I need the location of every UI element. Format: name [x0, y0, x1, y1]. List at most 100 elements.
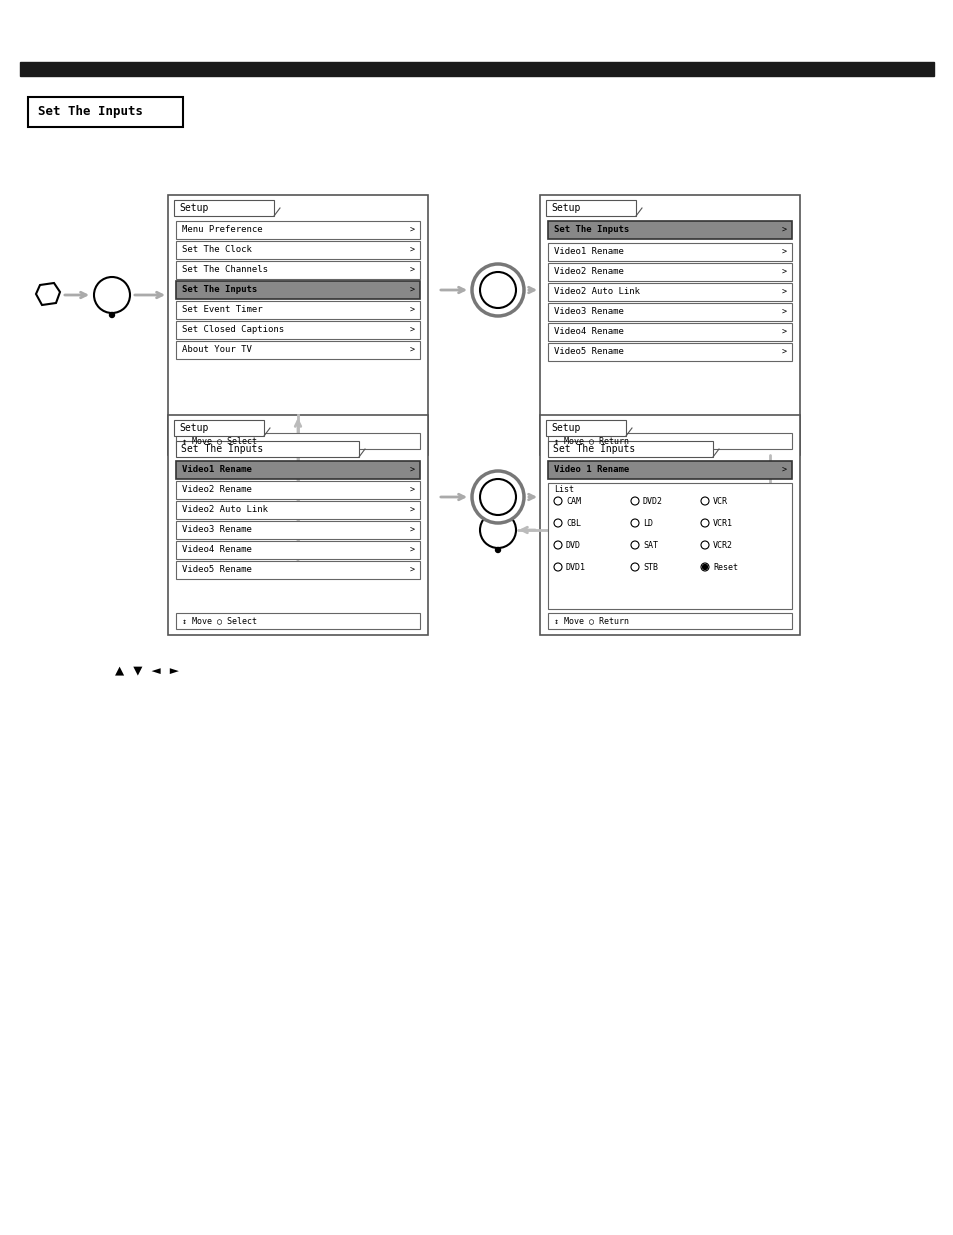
Text: Set The Inputs: Set The Inputs: [181, 445, 263, 454]
Circle shape: [630, 519, 639, 527]
Circle shape: [495, 547, 500, 552]
Circle shape: [700, 541, 708, 550]
Bar: [547, 433, 791, 450]
Text: Video5 Rename: Video5 Rename: [554, 347, 623, 357]
Text: VCR: VCR: [712, 496, 727, 505]
Text: DVD1: DVD1: [565, 562, 585, 572]
Bar: [175, 541, 419, 559]
Circle shape: [110, 312, 114, 317]
Text: >: >: [409, 566, 414, 574]
Text: Video2 Rename: Video2 Rename: [554, 268, 623, 277]
Bar: [168, 195, 428, 454]
Bar: [545, 200, 636, 216]
Text: >: >: [409, 546, 414, 555]
Text: ↕ Move ○ Return: ↕ Move ○ Return: [554, 616, 628, 625]
Bar: [547, 303, 791, 321]
Text: Set Closed Captions: Set Closed Captions: [182, 326, 284, 335]
Circle shape: [630, 563, 639, 571]
Bar: [547, 613, 791, 629]
Circle shape: [479, 513, 516, 548]
Bar: [175, 261, 419, 279]
Text: >: >: [409, 346, 414, 354]
Bar: [175, 341, 419, 359]
Text: >: >: [409, 466, 414, 474]
Text: Video4 Rename: Video4 Rename: [182, 546, 252, 555]
Circle shape: [479, 479, 516, 515]
Bar: [547, 483, 791, 609]
Text: >: >: [409, 526, 414, 535]
Circle shape: [479, 272, 516, 308]
Circle shape: [554, 541, 561, 550]
Text: Setup: Setup: [551, 203, 579, 212]
Text: Setup: Setup: [179, 424, 208, 433]
Text: >: >: [409, 326, 414, 335]
Bar: [547, 441, 712, 457]
Bar: [547, 461, 791, 479]
Circle shape: [94, 277, 130, 312]
Circle shape: [700, 496, 708, 505]
Text: List: List: [554, 485, 574, 494]
Text: >: >: [781, 327, 785, 336]
Text: Video1 Rename: Video1 Rename: [182, 466, 252, 474]
Text: >: >: [781, 288, 785, 296]
Text: Set The Inputs: Set The Inputs: [553, 445, 635, 454]
Text: Set Event Timer: Set Event Timer: [182, 305, 262, 315]
Text: Video2 Auto Link: Video2 Auto Link: [554, 288, 639, 296]
Bar: [175, 501, 419, 519]
Text: Video2 Rename: Video2 Rename: [182, 485, 252, 494]
Bar: [545, 420, 625, 436]
Text: ▲ ▼ ◄ ►: ▲ ▼ ◄ ►: [115, 662, 179, 678]
Text: ↕ Move ○ Select: ↕ Move ○ Select: [182, 436, 256, 446]
Text: >: >: [781, 268, 785, 277]
Text: Set The Inputs: Set The Inputs: [182, 285, 257, 294]
Bar: [175, 221, 419, 240]
Circle shape: [701, 564, 707, 569]
Text: Video3 Rename: Video3 Rename: [554, 308, 623, 316]
Text: Video1 Rename: Video1 Rename: [554, 247, 623, 257]
Text: Video2 Auto Link: Video2 Auto Link: [182, 505, 268, 515]
Bar: [173, 200, 274, 216]
Text: Set The Channels: Set The Channels: [182, 266, 268, 274]
Bar: [547, 324, 791, 341]
Text: >: >: [409, 246, 414, 254]
Bar: [173, 420, 264, 436]
Bar: [175, 461, 419, 479]
Bar: [547, 343, 791, 361]
Text: Setup: Setup: [551, 424, 579, 433]
Text: CAM: CAM: [565, 496, 580, 505]
Text: VCR2: VCR2: [712, 541, 732, 550]
Text: ↕ Move ○ Return: ↕ Move ○ Return: [554, 436, 628, 446]
Bar: [539, 415, 800, 635]
Text: >: >: [781, 247, 785, 257]
Text: >: >: [409, 305, 414, 315]
Text: Menu Preference: Menu Preference: [182, 226, 262, 235]
Bar: [539, 195, 800, 454]
Text: Set The Inputs: Set The Inputs: [38, 105, 143, 119]
Text: Video3 Rename: Video3 Rename: [182, 526, 252, 535]
Text: Video4 Rename: Video4 Rename: [554, 327, 623, 336]
Text: LD: LD: [642, 519, 652, 527]
Text: Video 1 Rename: Video 1 Rename: [554, 466, 629, 474]
Circle shape: [472, 264, 523, 316]
Bar: [168, 415, 428, 635]
Bar: [175, 613, 419, 629]
Circle shape: [630, 496, 639, 505]
Bar: [175, 521, 419, 538]
Circle shape: [700, 563, 708, 571]
Text: >: >: [781, 347, 785, 357]
Bar: [175, 561, 419, 579]
Text: DVD: DVD: [565, 541, 580, 550]
Circle shape: [630, 541, 639, 550]
Text: Set The Inputs: Set The Inputs: [554, 226, 629, 235]
Text: Reset: Reset: [712, 562, 738, 572]
Text: DVD2: DVD2: [642, 496, 662, 505]
Bar: [175, 301, 419, 319]
Text: About Your TV: About Your TV: [182, 346, 252, 354]
Text: ↕ Move ○ Select: ↕ Move ○ Select: [182, 616, 256, 625]
Circle shape: [554, 519, 561, 527]
Bar: [175, 282, 419, 299]
Text: >: >: [409, 226, 414, 235]
Circle shape: [554, 496, 561, 505]
Bar: [28, 98, 183, 127]
Bar: [20, 62, 933, 77]
